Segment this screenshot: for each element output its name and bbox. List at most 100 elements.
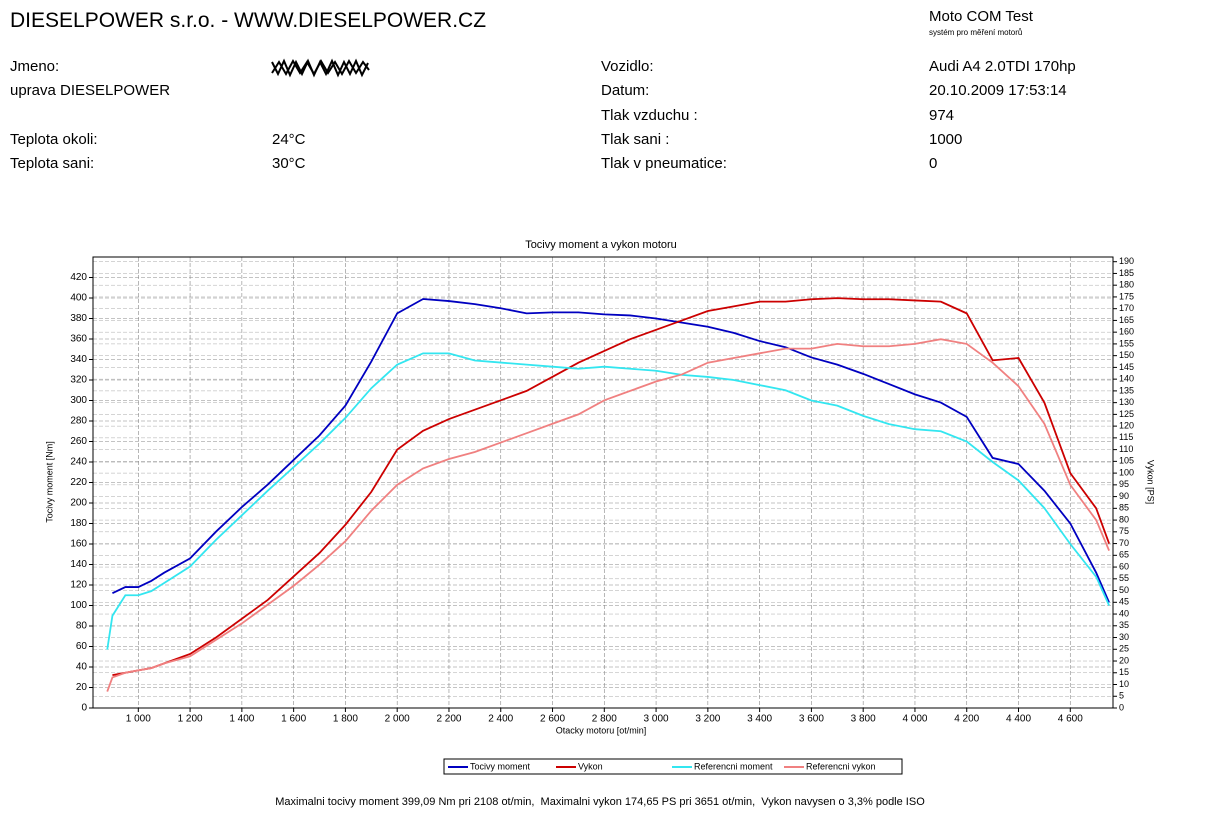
x-tick-label: 4 200	[954, 714, 979, 725]
y2-tick-label: 135	[1119, 385, 1134, 395]
info-label: Vozidlo:	[601, 58, 654, 75]
info-label: Tlak sani :	[601, 131, 670, 148]
y2-tick-label: 115	[1119, 432, 1133, 442]
info-value: 30°C	[272, 155, 306, 172]
x-tick-label: 4 600	[1058, 714, 1083, 725]
x-tick-label: 2 200	[436, 714, 461, 725]
x-tick-label: 2 000	[385, 714, 410, 725]
series-line	[106, 352, 1110, 650]
y-tick-label: 80	[76, 621, 88, 632]
x-tick-label: 1 000	[126, 714, 151, 725]
x-axis-label: Otacky motoru [ot/min]	[556, 725, 647, 735]
y2-tick-label: 130	[1119, 397, 1134, 407]
y2-tick-label: 165	[1119, 315, 1134, 325]
info-value: 974	[929, 107, 955, 124]
y-tick-label: 360	[70, 334, 87, 345]
y-tick-label: 140	[70, 559, 87, 570]
series-line	[112, 298, 1110, 603]
brand: Moto COM Test	[929, 8, 1033, 25]
x-tick-label: 1 600	[281, 714, 306, 725]
y-tick-label: 340	[70, 354, 87, 365]
y2-tick-label: 180	[1119, 280, 1134, 290]
legend-label: Referencni moment	[694, 761, 773, 771]
y2-tick-label: 60	[1119, 561, 1129, 571]
y2-tick-label: 155	[1119, 338, 1134, 348]
y-tick-label: 240	[70, 457, 87, 468]
footer-note: Maximalni tocivy moment 399,09 Nm pri 21…	[275, 796, 925, 808]
y2-tick-label: 30	[1119, 632, 1129, 642]
y2-tick-label: 65	[1119, 550, 1129, 560]
y2-axis-label: Vykon [PS]	[1146, 460, 1156, 504]
y2-tick-label: 170	[1119, 303, 1134, 313]
y2-tick-label: 85	[1119, 503, 1129, 513]
info-label: Teplota sani:	[10, 155, 95, 172]
y2-tick-label: 10	[1119, 679, 1129, 689]
y-tick-label: 220	[70, 477, 87, 488]
y2-tick-label: 5	[1119, 691, 1124, 701]
y2-tick-label: 40	[1119, 608, 1129, 618]
y2-tick-label: 95	[1119, 479, 1129, 489]
info-value: Audi A4 2.0TDI 170hp	[929, 58, 1076, 75]
y-tick-label: 320	[70, 375, 87, 386]
y2-tick-label: 75	[1119, 526, 1129, 536]
x-tick-label: 2 800	[592, 714, 617, 725]
info-label: Datum:	[601, 82, 650, 99]
y-tick-label: 200	[70, 498, 87, 509]
y2-tick-label: 0	[1119, 702, 1124, 712]
y-tick-label: 120	[70, 580, 87, 591]
y-tick-label: 180	[70, 518, 87, 529]
redaction	[271, 58, 370, 78]
info-value: 24°C	[272, 131, 306, 148]
y2-tick-label: 15	[1119, 667, 1129, 677]
x-tick-label: 1 800	[333, 714, 358, 725]
y2-tick-label: 90	[1119, 491, 1129, 501]
y-tick-label: 280	[70, 416, 87, 427]
info-value: 20.10.2009 17:53:14	[929, 82, 1067, 99]
y2-tick-label: 20	[1119, 655, 1129, 665]
y2-tick-label: 150	[1119, 350, 1134, 360]
y-tick-label: 20	[76, 682, 88, 693]
y2-tick-label: 160	[1119, 327, 1134, 337]
y-tick-label: 60	[76, 641, 88, 652]
info-value: 0	[929, 155, 938, 172]
legend-label: Tocivy moment	[470, 761, 531, 771]
x-tick-label: 3 000	[644, 714, 669, 725]
y2-tick-label: 190	[1119, 256, 1134, 266]
y2-tick-label: 140	[1119, 374, 1134, 384]
y-tick-label: 40	[76, 662, 88, 673]
info-label: Tlak v pneumatice:	[601, 155, 727, 172]
y-tick-label: 260	[70, 436, 87, 447]
y-tick-label: 300	[70, 395, 87, 406]
y2-tick-label: 70	[1119, 538, 1129, 548]
info-label: Tlak vzduchu :	[601, 107, 698, 124]
chart-title: Tocivy moment a vykon motoru	[525, 239, 677, 251]
info-value: 1000	[929, 131, 963, 148]
chart: Tocivy moment a vykon motoru Otacky moto…	[44, 239, 1156, 775]
y2-tick-label: 45	[1119, 597, 1129, 607]
legend-label: Vykon	[578, 761, 603, 771]
x-tick-label: 2 600	[540, 714, 565, 725]
info-label: Jmeno:	[10, 58, 60, 75]
series-line	[106, 338, 1110, 692]
plot-frame	[92, 256, 1114, 709]
legend-label: Referencni vykon	[806, 761, 876, 771]
y-tick-label: 420	[70, 272, 87, 283]
x-tick-label: 3 800	[851, 714, 876, 725]
y2-tick-label: 50	[1119, 585, 1129, 595]
y-tick-label: 380	[70, 313, 87, 324]
y2-tick-label: 100	[1119, 467, 1134, 477]
x-tick-label: 2 400	[488, 714, 513, 725]
y2-tick-label: 175	[1119, 291, 1134, 301]
y2-tick-label: 105	[1119, 456, 1134, 466]
x-tick-label: 1 200	[178, 714, 203, 725]
x-tick-label: 4 400	[1006, 714, 1031, 725]
y2-tick-label: 35	[1119, 620, 1129, 630]
y2-tick-label: 110	[1119, 444, 1133, 454]
y2-tick-label: 120	[1119, 421, 1134, 431]
y-tick-label: 100	[70, 600, 87, 611]
x-tick-label: 4 000	[902, 714, 927, 725]
info-label: Teplota okoli:	[10, 131, 98, 148]
x-tick-label: 3 200	[695, 714, 720, 725]
y-tick-label: 160	[70, 539, 87, 550]
